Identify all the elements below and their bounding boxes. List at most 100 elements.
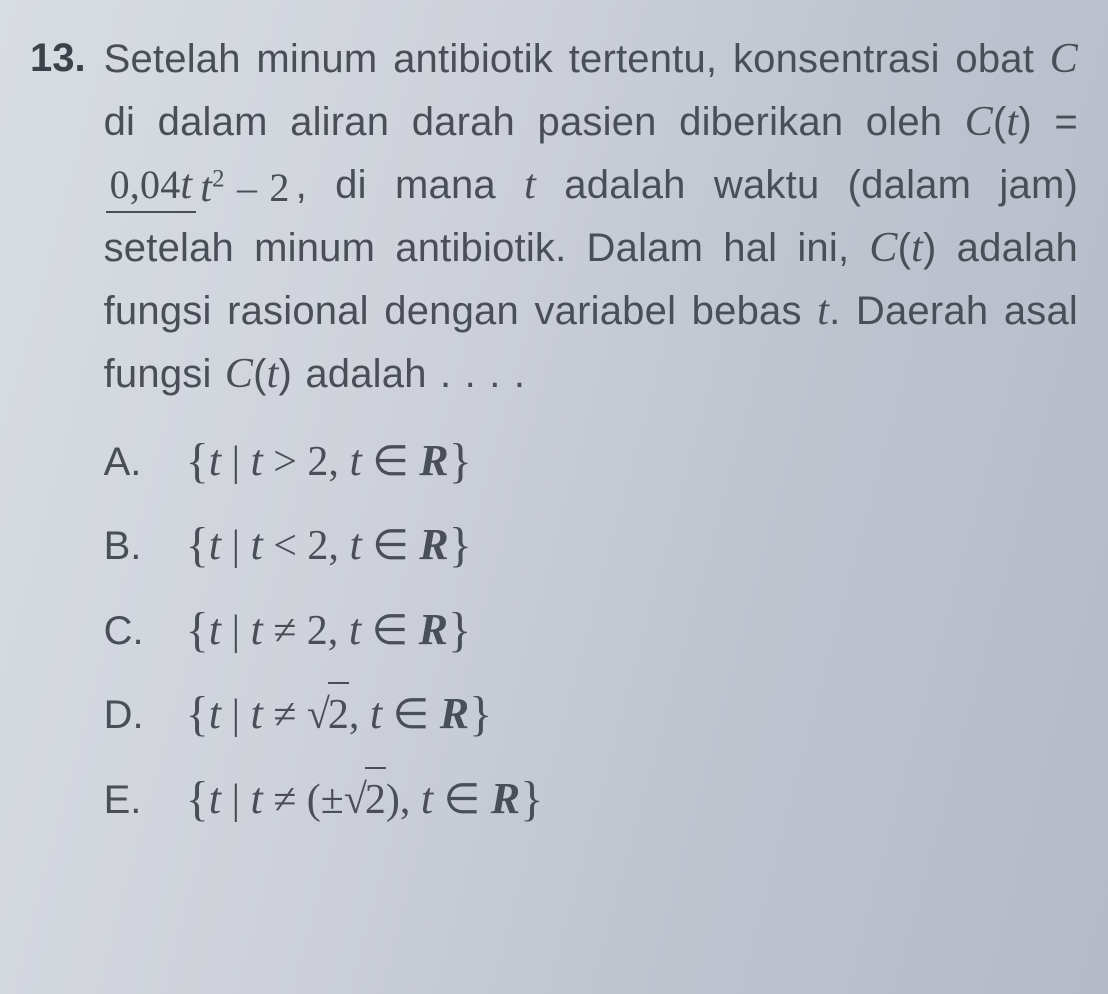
relation-post: , xyxy=(349,692,370,738)
radical-icon: √ xyxy=(344,777,367,823)
option-body: {t | t ≠ (±√2), t ∈ R} xyxy=(186,764,1078,836)
option-letter: C. xyxy=(104,601,186,661)
variable-t: t xyxy=(349,436,361,485)
option-body: {t | t ≠ √2, t ∈ R} xyxy=(186,679,1078,751)
option-body: {t | t > 2, t ∈ R} xyxy=(186,426,1078,498)
set-R: R xyxy=(440,689,469,738)
set-R: R xyxy=(491,774,520,823)
brace-open: { xyxy=(186,519,209,572)
paren-close: ) xyxy=(279,352,293,396)
set-bar: | xyxy=(221,692,250,738)
sqrt: √2 xyxy=(344,767,386,832)
option-E: E. {t | t ≠ (±√2), t ∈ R} xyxy=(104,764,1078,836)
relation-post: ), xyxy=(386,777,421,823)
variable-t: t xyxy=(209,520,221,569)
question-block: 13. Setelah minum antibiotik tertentu, k… xyxy=(30,28,1078,848)
variable-t: t xyxy=(1007,99,1019,145)
variable-C: C xyxy=(225,351,253,397)
variable-t: t xyxy=(209,436,221,485)
answer-options: A. {t | t > 2, t ∈ R} B. {t | t < 2, t ∈… xyxy=(104,426,1078,836)
brace-close: } xyxy=(449,519,472,572)
variable-t: t xyxy=(209,774,221,823)
text-segment: , di mana xyxy=(296,163,525,207)
option-C: C. {t | t ≠ 2, t ∈ R} xyxy=(104,595,1078,667)
option-letter: D. xyxy=(104,685,186,745)
option-B: B. {t | t < 2, t ∈ R} xyxy=(104,510,1078,582)
sqrt: √2 xyxy=(307,682,349,747)
set-R: R xyxy=(419,605,448,654)
relation: ≠ 2, xyxy=(263,608,349,654)
equation-lhs: C(t) = xyxy=(965,100,1078,144)
question-content: Setelah minum antibiotik tertentu, konse… xyxy=(104,28,1078,848)
variable-t: t xyxy=(349,520,361,569)
variable-t: t xyxy=(250,774,262,823)
text-segment: di dalam aliran darah pasien diberikan o… xyxy=(104,100,965,144)
variable-t: t xyxy=(209,689,221,738)
brace-open: { xyxy=(186,688,209,741)
variable-t: t xyxy=(250,689,262,738)
variable-t: t xyxy=(524,162,536,208)
option-body: {t | t ≠ 2, t ∈ R} xyxy=(186,595,1078,667)
radical-icon: √ xyxy=(307,692,330,738)
variable-C: C xyxy=(869,225,897,271)
relation-pre: ≠ xyxy=(263,692,307,738)
variable-t: t xyxy=(250,605,262,654)
paren-close: ) xyxy=(923,226,937,270)
text-segment: Setelah minum antibiotik tertentu, konse… xyxy=(104,37,1050,81)
numerator: 0,04t xyxy=(106,162,197,212)
set-R: R xyxy=(419,520,448,569)
variable-t: t xyxy=(267,351,279,397)
brace-open: { xyxy=(186,435,209,488)
option-D: D. {t | t ≠ √2, t ∈ R} xyxy=(104,679,1078,751)
relation: > 2, xyxy=(263,439,350,485)
brace-close: } xyxy=(469,688,492,741)
option-A: A. {t | t > 2, t ∈ R} xyxy=(104,426,1078,498)
set-bar: | xyxy=(221,523,250,569)
paren-open: ( xyxy=(993,100,1007,144)
brace-close: } xyxy=(449,435,472,488)
set-bar: | xyxy=(221,777,250,823)
relation: < 2, xyxy=(263,523,350,569)
brace-close: } xyxy=(448,604,471,657)
radicand: 2 xyxy=(365,767,386,832)
variable-C: C xyxy=(965,99,993,145)
question-number: 13. xyxy=(30,28,86,848)
variable-C: C xyxy=(1050,36,1078,82)
option-letter: B. xyxy=(104,516,186,576)
variable-t: t xyxy=(209,605,221,654)
variable-t: t xyxy=(817,288,829,334)
variable-t: t xyxy=(349,605,361,654)
element-of: ∈ xyxy=(362,523,420,569)
coefficient: 0,04 xyxy=(110,162,181,207)
variable-t: t xyxy=(250,436,262,485)
exponent: 2 xyxy=(212,166,225,193)
text-segment: adalah . . . . xyxy=(292,352,525,396)
element-of: ∈ xyxy=(382,692,440,738)
brace-open: { xyxy=(186,773,209,826)
variable-t: t xyxy=(250,520,262,569)
denominator: t2 – 2 xyxy=(196,163,293,211)
paren-open: ( xyxy=(898,226,912,270)
element-of: ∈ xyxy=(433,777,491,823)
element-of: ∈ xyxy=(362,439,420,485)
variable-t: t xyxy=(370,689,382,738)
problem-statement: Setelah minum antibiotik tertentu, konse… xyxy=(104,28,1078,406)
option-body: {t | t < 2, t ∈ R} xyxy=(186,510,1078,582)
brace-open: { xyxy=(186,604,209,657)
set-R: R xyxy=(419,436,448,485)
set-bar: | xyxy=(221,608,250,654)
relation-pre: ≠ (± xyxy=(263,777,344,823)
minus-term: – 2 xyxy=(225,165,290,210)
option-letter: E. xyxy=(104,770,186,830)
variable-t: t xyxy=(180,162,192,208)
element-of: ∈ xyxy=(361,608,419,654)
brace-close: } xyxy=(520,773,543,826)
paren-open: ( xyxy=(253,352,267,396)
paren-close-eq: ) = xyxy=(1018,100,1078,144)
radicand: 2 xyxy=(328,682,349,747)
set-bar: | xyxy=(221,439,250,485)
variable-t: t xyxy=(200,165,212,211)
variable-t: t xyxy=(421,774,433,823)
option-letter: A. xyxy=(104,432,186,492)
variable-t: t xyxy=(911,225,923,271)
